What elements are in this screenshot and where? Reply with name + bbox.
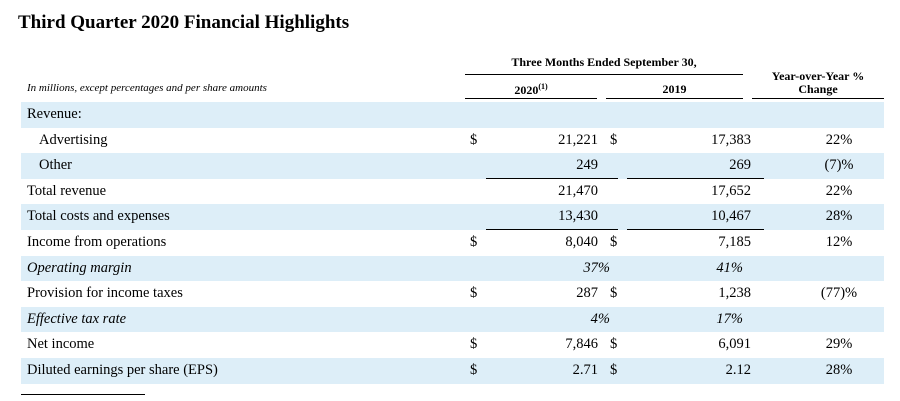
dollar-sign: $ bbox=[470, 233, 478, 250]
dollar-sign: $ bbox=[470, 285, 478, 302]
header-rule-2019 bbox=[606, 98, 743, 99]
table-row-diluted-eps: Diluted earnings per share (EPS) $ 2.71 … bbox=[21, 357, 884, 384]
row-label: Effective tax rate bbox=[27, 310, 127, 327]
table-row-total-revenue: Total revenue 21,470 17,652 22% bbox=[21, 179, 884, 205]
value-2020: 37% bbox=[583, 259, 610, 276]
table-row-total-costs: Total costs and expenses 13,430 10,467 2… bbox=[21, 204, 884, 231]
row-label: Income from operations bbox=[27, 233, 167, 250]
table-row-income-from-operations: Income from operations $ 8,040 $ 7,185 1… bbox=[21, 230, 884, 256]
subtotal-rule-2020 bbox=[486, 229, 618, 231]
row-label: Net income bbox=[27, 336, 95, 353]
value-2019: 1,238 bbox=[718, 285, 751, 302]
subtotal-rule-2019 bbox=[627, 229, 764, 231]
financial-table: Revenue: Advertising $ 21,221 $ 17,383 2… bbox=[21, 102, 884, 384]
row-label: Operating margin bbox=[27, 259, 132, 276]
dollar-sign: $ bbox=[470, 361, 478, 378]
value-2019: 17% bbox=[716, 310, 743, 327]
value-2020: 249 bbox=[576, 157, 598, 174]
period-group-rule bbox=[465, 74, 743, 75]
row-label: Other bbox=[39, 157, 73, 174]
dollar-sign: $ bbox=[610, 233, 618, 250]
value-2020: 21,470 bbox=[558, 182, 598, 199]
value-2019: 10,467 bbox=[711, 208, 751, 225]
value-yoy: 22% bbox=[825, 182, 853, 199]
value-2019: 7,185 bbox=[718, 233, 751, 250]
value-2020: 8,040 bbox=[565, 233, 598, 250]
value-2020: 21,221 bbox=[558, 131, 598, 148]
subtotal-rule-2020 bbox=[486, 178, 618, 180]
row-label: Total costs and expenses bbox=[27, 208, 170, 225]
dollar-sign: $ bbox=[470, 336, 478, 353]
row-label: Revenue: bbox=[27, 106, 82, 122]
row-label: Total revenue bbox=[27, 182, 107, 199]
row-label: Diluted earnings per share (EPS) bbox=[27, 361, 218, 378]
value-2019: 2.12 bbox=[725, 361, 751, 378]
value-2020: 2.71 bbox=[572, 361, 598, 378]
subtotal-rule-2019 bbox=[627, 178, 764, 180]
table-row-effective-tax-rate: Effective tax rate 4% 17% bbox=[21, 306, 884, 333]
units-note: In millions, except percentages and per … bbox=[27, 82, 267, 94]
footnote-rule bbox=[21, 394, 145, 395]
value-2020: 4% bbox=[590, 310, 610, 327]
value-2020: 287 bbox=[576, 285, 598, 302]
dollar-sign: $ bbox=[610, 285, 618, 302]
value-yoy: (77)% bbox=[820, 285, 858, 302]
value-2019: 17,383 bbox=[711, 131, 751, 148]
value-yoy: 28% bbox=[825, 361, 853, 378]
value-2019: 269 bbox=[729, 157, 751, 174]
value-2020: 7,846 bbox=[565, 336, 598, 353]
row-label: Provision for income taxes bbox=[27, 285, 183, 302]
table-row-revenue-heading: Revenue: bbox=[21, 102, 884, 128]
row-label: Advertising bbox=[39, 131, 108, 148]
dollar-sign: $ bbox=[610, 336, 618, 353]
value-yoy: 28% bbox=[825, 208, 853, 225]
table-row-operating-margin: Operating margin 37% 41% bbox=[21, 255, 884, 282]
value-2020: 13,430 bbox=[558, 208, 598, 225]
value-2019: 41% bbox=[716, 259, 743, 276]
table-row-provision-income-taxes: Provision for income taxes $ 287 $ 1,238… bbox=[21, 281, 884, 307]
table-row-net-income: Net income $ 7,846 $ 6,091 29% bbox=[21, 332, 884, 358]
header-rule-yoy bbox=[752, 98, 884, 99]
column-header-2020: 2020(1) bbox=[465, 82, 597, 98]
dollar-sign: $ bbox=[610, 361, 618, 378]
period-group-header: Three Months Ended September 30, bbox=[511, 55, 697, 69]
table-row-other: Other 249 269 (7)% bbox=[21, 153, 884, 180]
value-yoy: (7)% bbox=[824, 157, 854, 174]
table-row-advertising: Advertising $ 21,221 $ 17,383 22% bbox=[21, 128, 884, 154]
page-title: Third Quarter 2020 Financial Highlights bbox=[18, 12, 350, 33]
header-rule-2020 bbox=[465, 98, 597, 99]
dollar-sign: $ bbox=[470, 131, 478, 148]
value-2019: 17,652 bbox=[711, 182, 751, 199]
value-yoy: 29% bbox=[825, 336, 853, 353]
column-header-2019: 2019 bbox=[662, 82, 687, 96]
value-2019: 6,091 bbox=[718, 336, 751, 353]
column-header-2020-label: 2020 bbox=[514, 83, 539, 97]
dollar-sign: $ bbox=[610, 131, 618, 148]
footnote-marker: (1) bbox=[538, 82, 548, 91]
column-header-yoy-change: Year-over-Year % Change bbox=[771, 69, 865, 96]
value-yoy: 12% bbox=[825, 233, 853, 250]
value-yoy: 22% bbox=[825, 131, 853, 148]
